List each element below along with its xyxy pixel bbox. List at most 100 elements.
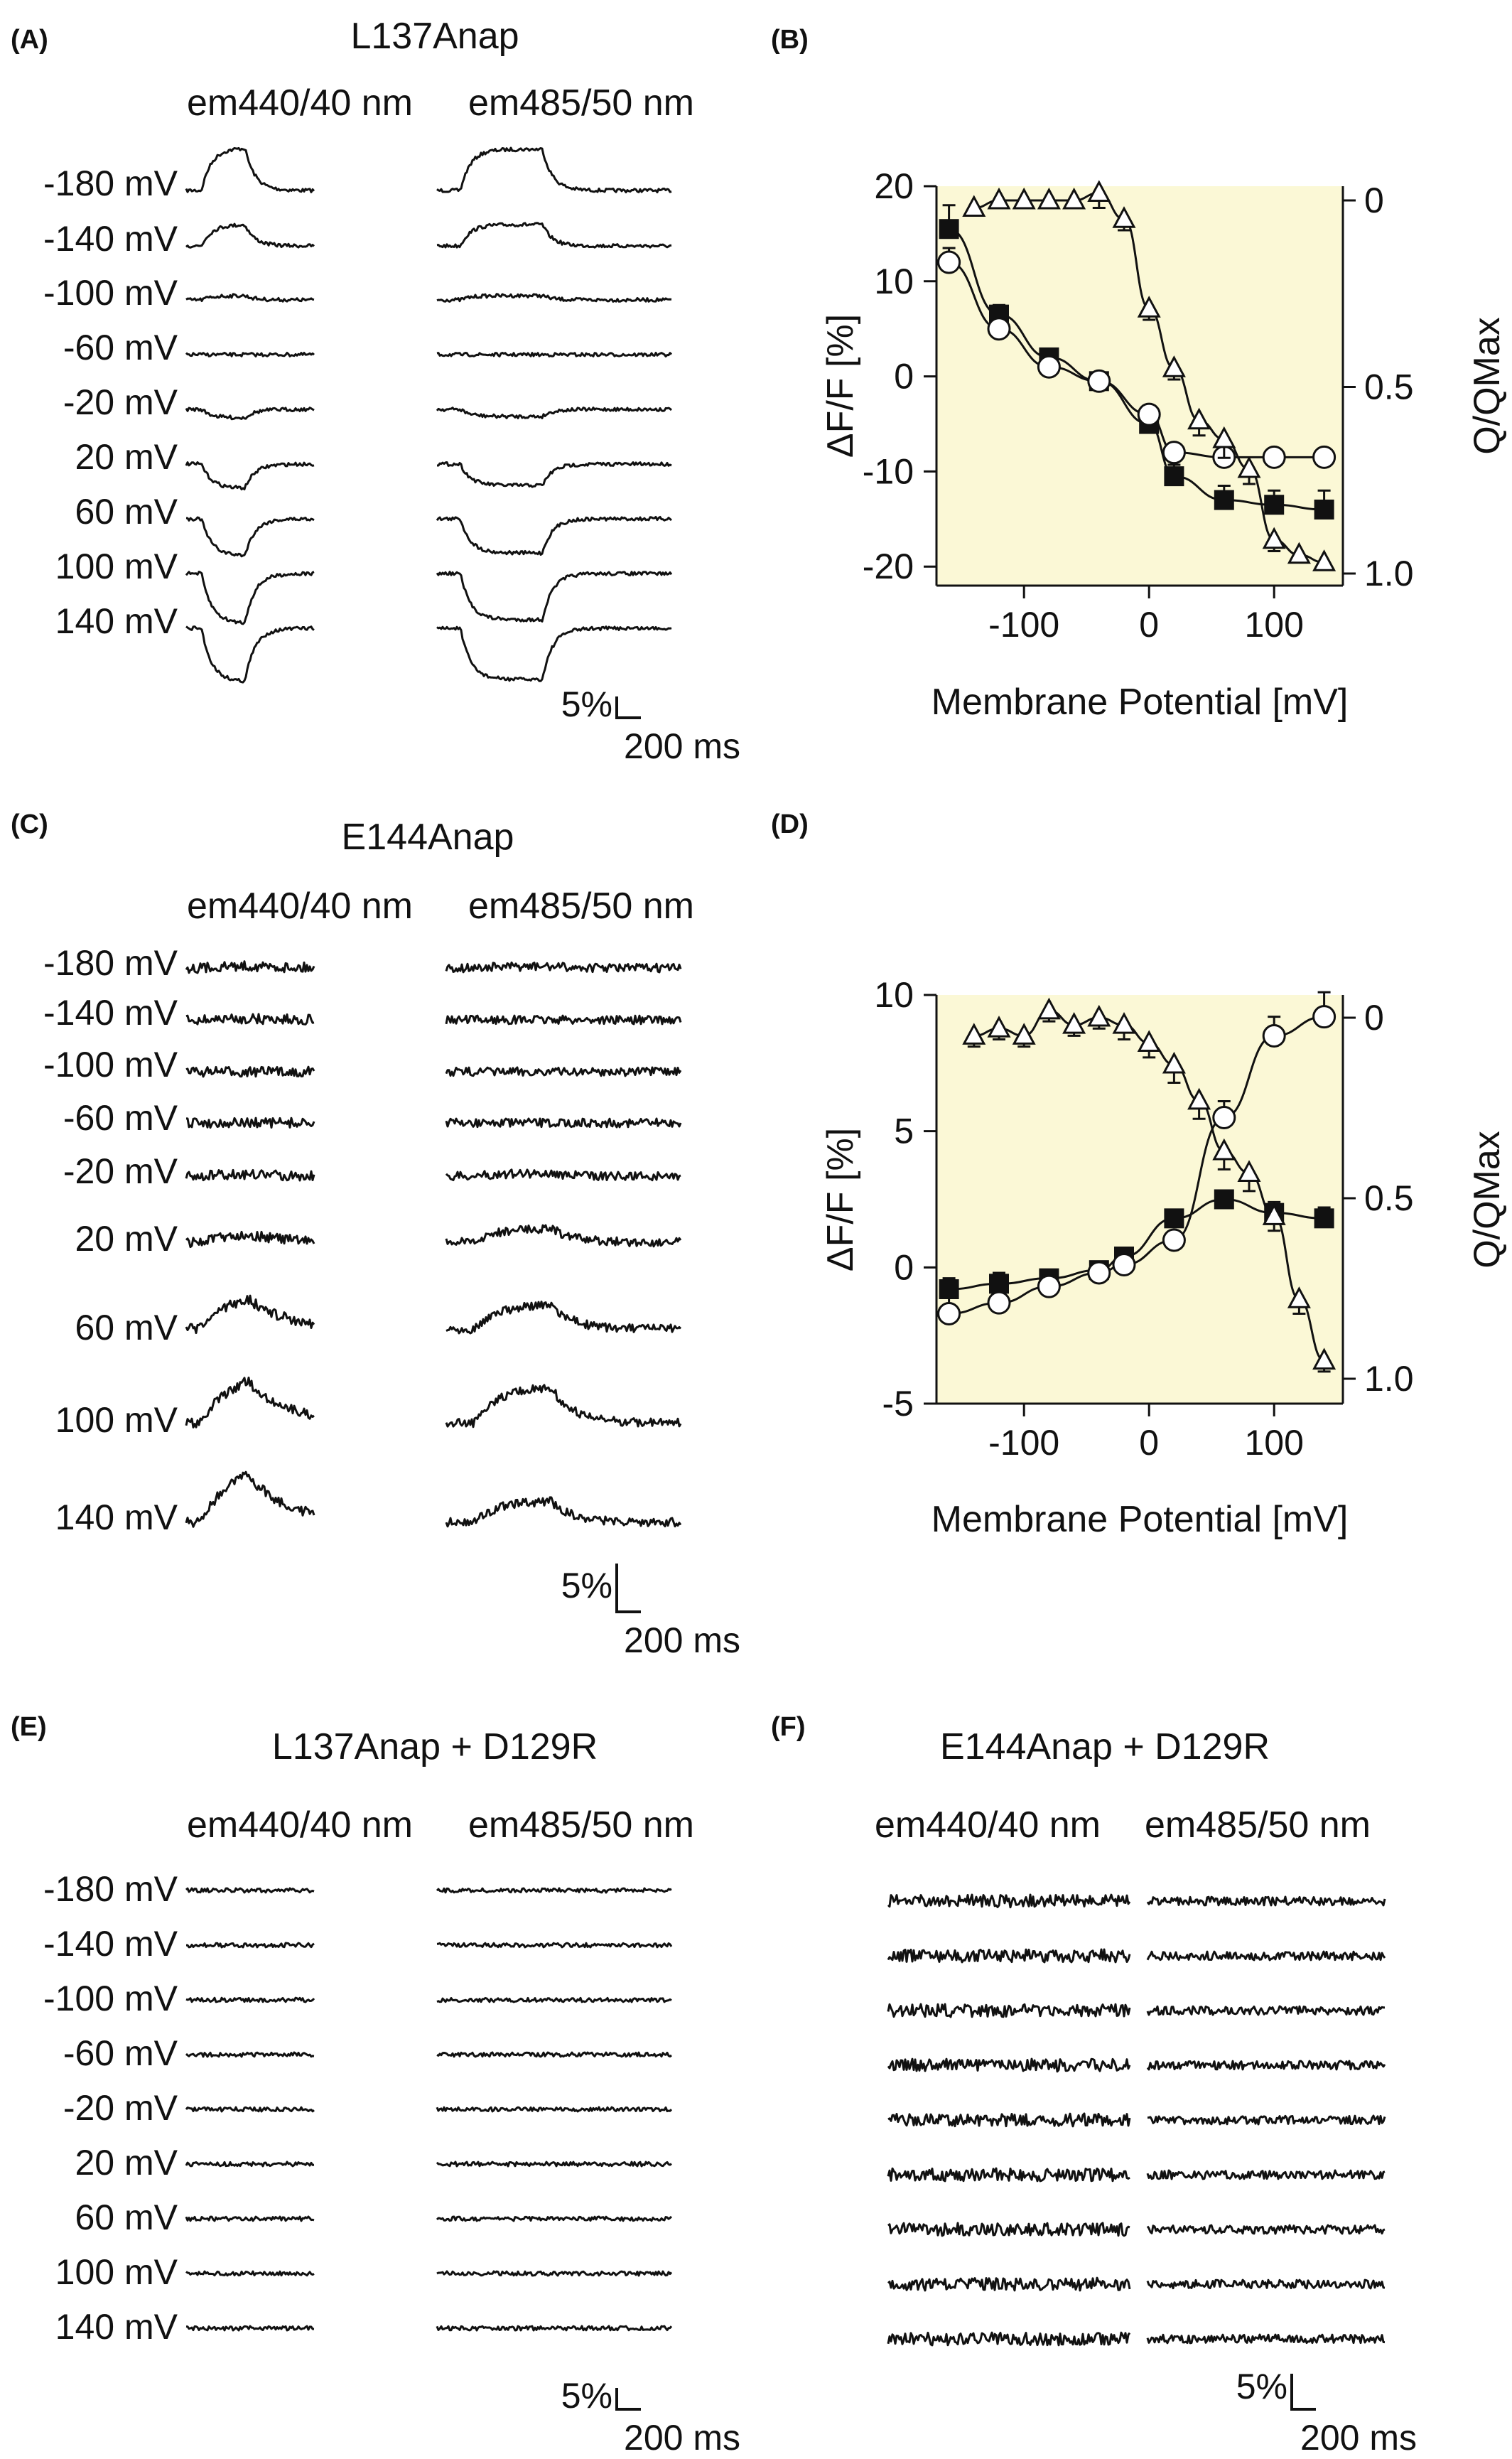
data-point-triangle (1312, 549, 1336, 571)
data-point-triangle (1262, 527, 1286, 549)
fluorescence-trace (436, 1942, 673, 1949)
y2-tick-label: 0.5 (1364, 367, 1414, 407)
fluorescence-trace (887, 2331, 1131, 2347)
data-point-triangle (1287, 542, 1311, 564)
y-tick-label: -20 (863, 547, 914, 586)
plot-area (936, 186, 1343, 586)
data-point-triangle (1187, 407, 1211, 430)
voltage-label: 140 mV (55, 2307, 178, 2347)
panel-e-em-right: em485/50 nm (468, 1804, 694, 1846)
fluorescence-trace (185, 2325, 315, 2332)
y-tick-label: 20 (874, 166, 914, 206)
fluorescence-trace (185, 461, 315, 490)
panel-b-label: (B) (771, 25, 809, 55)
data-point-circle (1037, 355, 1061, 379)
fluorescence-trace (185, 1230, 315, 1249)
fluorescence-trace (445, 961, 682, 974)
fluorescence-trace (185, 516, 315, 558)
fluorescence-trace (185, 2270, 315, 2277)
data-point-square (1164, 466, 1184, 487)
data-point-triangle (1037, 187, 1061, 210)
fluorescence-trace (185, 625, 315, 684)
fluorescence-trace (436, 352, 673, 357)
fluorescence-trace (436, 625, 672, 682)
voltage-label: 60 mV (75, 2197, 178, 2237)
panel-e-voltage-labels: -180 mV -140 mV -100 mV -60 mV -20 mV 20… (43, 1869, 178, 2347)
scale-y-label: 5% (561, 684, 612, 724)
data-point-triangle (1087, 1004, 1111, 1027)
fluorescence-trace (1146, 2060, 1386, 2071)
panel-e-traces (185, 1887, 673, 2332)
chart-d-marks (937, 991, 1336, 1373)
fluorescence-trace (445, 1224, 682, 1248)
fluorescence-trace (185, 1013, 315, 1026)
fluorescence-trace (1146, 2333, 1386, 2345)
data-point-triangle (1187, 1087, 1211, 1110)
y2-tick-label: 0 (1364, 181, 1384, 220)
panel-a-scale-bar: 5% 200 ms (561, 684, 740, 766)
fluorescence-trace (185, 407, 315, 421)
voltage-label: -100 mV (43, 1045, 178, 1085)
voltage-label: -180 mV (43, 163, 178, 203)
fluorescence-trace (185, 222, 315, 249)
fluorescence-trace (185, 1377, 315, 1428)
panel-c-em-left: em440/40 nm (187, 886, 413, 927)
data-point-circle (1162, 1228, 1186, 1252)
scale-y-label: 5% (561, 1566, 612, 1605)
fluorescence-trace (436, 293, 672, 303)
panel-a-em-right: em485/50 nm (468, 82, 694, 124)
scale-x-label: 200 ms (624, 1620, 740, 1660)
data-point-circle (1212, 1106, 1236, 1129)
fluorescence-trace (887, 2003, 1131, 2018)
panel-f-traces (887, 1893, 1386, 2347)
voltage-label: 20 mV (75, 437, 178, 477)
data-point-triangle (1212, 1138, 1236, 1161)
fluorescence-trace (887, 2167, 1130, 2183)
data-point-circle (937, 1302, 961, 1325)
y-axis-label: ΔF/F [%] (820, 1128, 861, 1271)
x-tick-label: 0 (1139, 1423, 1159, 1463)
fluorescence-trace (186, 1116, 315, 1129)
data-point-triangle (1212, 426, 1236, 448)
voltage-label: 60 mV (75, 492, 178, 532)
voltage-label: -180 mV (43, 1869, 178, 1909)
y2-axis-label: Q/QMax (1467, 1131, 1508, 1269)
data-point-triangle (962, 1023, 986, 1045)
data-point-circle (1262, 445, 1286, 469)
data-point-circle (1137, 402, 1161, 426)
fluorescence-trace (185, 293, 315, 303)
data-point-triangle (1012, 1023, 1036, 1045)
fluorescence-trace (887, 1948, 1131, 1964)
y-tick-label: 10 (874, 262, 914, 301)
panel-a-label: (A) (11, 25, 48, 55)
x-tick-label: -100 (988, 605, 1059, 645)
data-point-triangle (1062, 187, 1086, 210)
panel-f-em-left: em440/40 nm (875, 1804, 1101, 1846)
y-tick-label: 10 (874, 975, 914, 1015)
fluorescence-trace (1146, 2005, 1386, 2016)
panel-e-label: (E) (11, 1712, 47, 1742)
fluorescence-trace (887, 2222, 1130, 2237)
data-point-triangle (1262, 1203, 1286, 1225)
data-point-square (1214, 490, 1234, 510)
panel-f-label: (F) (771, 1712, 806, 1742)
voltage-label: -60 mV (63, 328, 178, 367)
fluorescence-trace (185, 960, 315, 974)
voltage-label: -180 mV (43, 943, 178, 983)
data-point-triangle (1237, 1160, 1261, 1182)
fluorescence-trace (185, 1294, 315, 1335)
voltage-label: 20 mV (75, 2143, 178, 2183)
panel-f-title: E144Anap + D129R (940, 1726, 1270, 1767)
voltage-label: 60 mV (75, 1308, 178, 1347)
x-tick-label: 100 (1244, 1423, 1303, 1463)
fluorescence-trace (1146, 2224, 1386, 2235)
y2-tick-label: 0.5 (1364, 1178, 1414, 1218)
fluorescence-trace (1146, 2278, 1386, 2290)
scale-y-label: 5% (561, 2376, 612, 2416)
scale-x-label: 200 ms (624, 2418, 740, 2458)
fluorescence-trace (436, 1887, 672, 1894)
data-point-circle (1162, 441, 1186, 465)
fluorescence-trace (445, 1117, 682, 1129)
